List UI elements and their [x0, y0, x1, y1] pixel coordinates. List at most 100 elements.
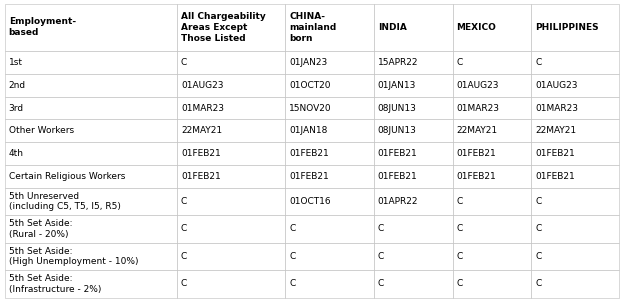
Text: 01FEB21: 01FEB21: [289, 149, 329, 158]
Text: 01FEB21: 01FEB21: [289, 172, 329, 181]
Text: 01AUG23: 01AUG23: [457, 81, 499, 90]
Bar: [453, 51, 532, 74]
Bar: [453, 74, 532, 97]
Text: 5th Set Aside:
(Rural - 20%): 5th Set Aside: (Rural - 20%): [9, 219, 72, 239]
Bar: [5, 243, 177, 270]
Text: C: C: [378, 279, 384, 288]
Bar: [177, 97, 285, 119]
Text: 22MAY21: 22MAY21: [181, 126, 222, 135]
Bar: [177, 74, 285, 97]
Text: INDIA: INDIA: [378, 23, 407, 32]
Bar: [532, 97, 619, 119]
Text: 01FEB21: 01FEB21: [535, 149, 575, 158]
Text: C: C: [289, 279, 295, 288]
Bar: [285, 243, 374, 270]
Bar: [532, 74, 619, 97]
Text: Certain Religious Workers: Certain Religious Workers: [9, 172, 125, 181]
Text: 2nd: 2nd: [9, 81, 26, 90]
Text: 3rd: 3rd: [9, 103, 24, 112]
Text: C: C: [181, 224, 187, 233]
Text: C: C: [378, 224, 384, 233]
Bar: [177, 243, 285, 270]
Bar: [453, 270, 532, 298]
Bar: [453, 97, 532, 119]
Bar: [285, 215, 374, 243]
Bar: [374, 4, 453, 51]
Bar: [5, 270, 177, 298]
Bar: [374, 215, 453, 243]
Text: 01AUG23: 01AUG23: [535, 81, 578, 90]
Text: 5th Unreserved
(including C5, T5, I5, R5): 5th Unreserved (including C5, T5, I5, R5…: [9, 192, 120, 212]
Bar: [532, 188, 619, 215]
Bar: [177, 51, 285, 74]
Bar: [453, 215, 532, 243]
Bar: [177, 142, 285, 165]
Bar: [374, 243, 453, 270]
Text: C: C: [289, 224, 295, 233]
Text: C: C: [535, 252, 542, 261]
Text: 01OCT20: 01OCT20: [289, 81, 331, 90]
Text: 5th Set Aside:
(High Unemployment - 10%): 5th Set Aside: (High Unemployment - 10%): [9, 247, 139, 266]
Text: 01OCT16: 01OCT16: [289, 197, 331, 206]
Text: C: C: [457, 197, 463, 206]
Bar: [285, 97, 374, 119]
Text: C: C: [457, 224, 463, 233]
Text: C: C: [535, 279, 542, 288]
Text: Other Workers: Other Workers: [9, 126, 74, 135]
Bar: [285, 270, 374, 298]
Text: 22MAY21: 22MAY21: [535, 126, 577, 135]
Text: 01JAN18: 01JAN18: [289, 126, 328, 135]
Bar: [5, 165, 177, 188]
Bar: [453, 119, 532, 142]
Text: 01FEB21: 01FEB21: [181, 149, 221, 158]
Bar: [532, 215, 619, 243]
Text: C: C: [289, 252, 295, 261]
Bar: [5, 4, 177, 51]
Text: 01AUG23: 01AUG23: [181, 81, 223, 90]
Bar: [532, 142, 619, 165]
Bar: [453, 243, 532, 270]
Bar: [374, 270, 453, 298]
Bar: [532, 119, 619, 142]
Bar: [285, 51, 374, 74]
Text: 01MAR23: 01MAR23: [457, 103, 499, 112]
Text: C: C: [457, 279, 463, 288]
Bar: [532, 270, 619, 298]
Text: C: C: [535, 58, 542, 67]
Bar: [285, 142, 374, 165]
Bar: [285, 188, 374, 215]
Bar: [532, 165, 619, 188]
Text: C: C: [457, 58, 463, 67]
Bar: [285, 74, 374, 97]
Text: 01MAR23: 01MAR23: [181, 103, 224, 112]
Bar: [5, 215, 177, 243]
Text: 01MAR23: 01MAR23: [535, 103, 578, 112]
Bar: [285, 4, 374, 51]
Bar: [177, 4, 285, 51]
Text: C: C: [181, 58, 187, 67]
Text: 5th Set Aside:
(Infrastructure - 2%): 5th Set Aside: (Infrastructure - 2%): [9, 274, 101, 294]
Bar: [285, 119, 374, 142]
Text: PHILIPPINES: PHILIPPINES: [535, 23, 599, 32]
Text: C: C: [181, 279, 187, 288]
Text: 1st: 1st: [9, 58, 22, 67]
Text: 4th: 4th: [9, 149, 24, 158]
Bar: [374, 142, 453, 165]
Bar: [5, 74, 177, 97]
Text: 01FEB21: 01FEB21: [378, 149, 417, 158]
Bar: [532, 243, 619, 270]
Bar: [177, 119, 285, 142]
Text: CHINA-
mainland
born: CHINA- mainland born: [289, 12, 336, 43]
Text: Employment-
based: Employment- based: [9, 17, 76, 37]
Text: 08JUN13: 08JUN13: [378, 103, 417, 112]
Bar: [532, 51, 619, 74]
Text: 08JUN13: 08JUN13: [378, 126, 417, 135]
Text: 01FEB21: 01FEB21: [535, 172, 575, 181]
Bar: [374, 97, 453, 119]
Bar: [5, 188, 177, 215]
Text: 01FEB21: 01FEB21: [181, 172, 221, 181]
Text: C: C: [535, 197, 542, 206]
Text: 01JAN23: 01JAN23: [289, 58, 328, 67]
Bar: [453, 142, 532, 165]
Text: C: C: [457, 252, 463, 261]
